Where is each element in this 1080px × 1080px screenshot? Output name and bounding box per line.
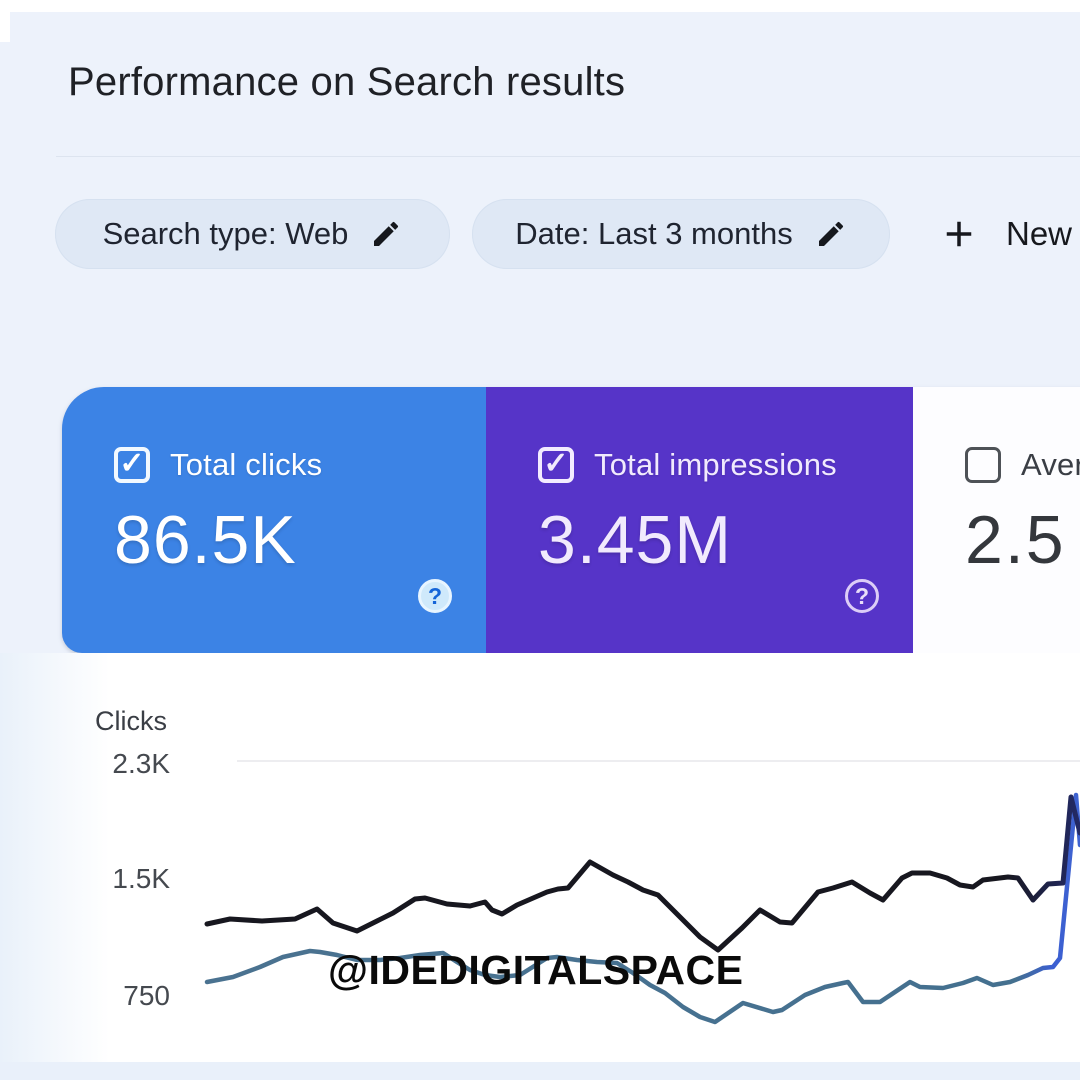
total-impressions-label: Total impressions xyxy=(594,447,837,482)
metric-cards-row: ✓ Total clicks 86.5K ? ✓ Total impressio… xyxy=(62,387,1080,653)
checkmark-icon: ✓ xyxy=(543,447,569,480)
total-clicks-value: 86.5K xyxy=(114,502,297,578)
average-ctr-label: Aver xyxy=(1021,447,1080,482)
page-title: Performance on Search results xyxy=(68,60,626,104)
total-impressions-card[interactable]: ✓ Total impressions 3.45M ? xyxy=(486,387,913,653)
checkmark-icon: ✓ xyxy=(119,447,145,480)
top-left-white-notch xyxy=(0,0,10,42)
average-ctr-checkbox[interactable] xyxy=(965,447,1001,483)
search-type-chip-label: Search type: Web xyxy=(102,216,349,251)
new-filter-label: New xyxy=(1006,215,1073,252)
top-white-strip xyxy=(0,0,1080,12)
chart-left-tint xyxy=(0,653,110,1062)
search-type-chip[interactable]: Search type: Web xyxy=(55,199,450,269)
y-tick-1500: 1.5K xyxy=(112,863,170,894)
bottom-blue-strip xyxy=(0,1062,1080,1080)
total-impressions-checkbox[interactable]: ✓ xyxy=(538,447,574,483)
total-clicks-card[interactable]: ✓ Total clicks 86.5K ? xyxy=(62,387,486,653)
header-divider xyxy=(56,156,1080,157)
total-impressions-value: 3.45M xyxy=(538,502,732,578)
date-filter-chip-label: Date: Last 3 months xyxy=(515,216,793,251)
average-ctr-card-header: Aver xyxy=(965,447,1080,483)
average-ctr-value: 2.5 xyxy=(965,502,1066,578)
y-axis-title: Clicks xyxy=(95,706,167,736)
average-ctr-card[interactable]: Aver 2.5 xyxy=(913,387,1080,653)
watermark-text: @IDEDIGITALSPACE xyxy=(328,947,744,993)
total-clicks-card-header: ✓ Total clicks xyxy=(114,447,486,483)
y-tick-2300: 2.3K xyxy=(112,748,170,779)
plus-icon xyxy=(946,221,972,247)
edit-pencil-icon[interactable] xyxy=(815,218,847,250)
help-icon[interactable]: ? xyxy=(418,579,452,613)
new-filter-button[interactable]: New xyxy=(938,199,1072,269)
date-filter-chip[interactable]: Date: Last 3 months xyxy=(472,199,890,269)
gridline-2300 xyxy=(237,760,1080,762)
edit-pencil-icon[interactable] xyxy=(370,218,402,250)
total-clicks-checkbox[interactable]: ✓ xyxy=(114,447,150,483)
total-clicks-label: Total clicks xyxy=(170,447,323,482)
y-tick-750: 750 xyxy=(123,980,170,1011)
help-icon[interactable]: ? xyxy=(845,579,879,613)
total-impressions-card-header: ✓ Total impressions xyxy=(538,447,913,483)
